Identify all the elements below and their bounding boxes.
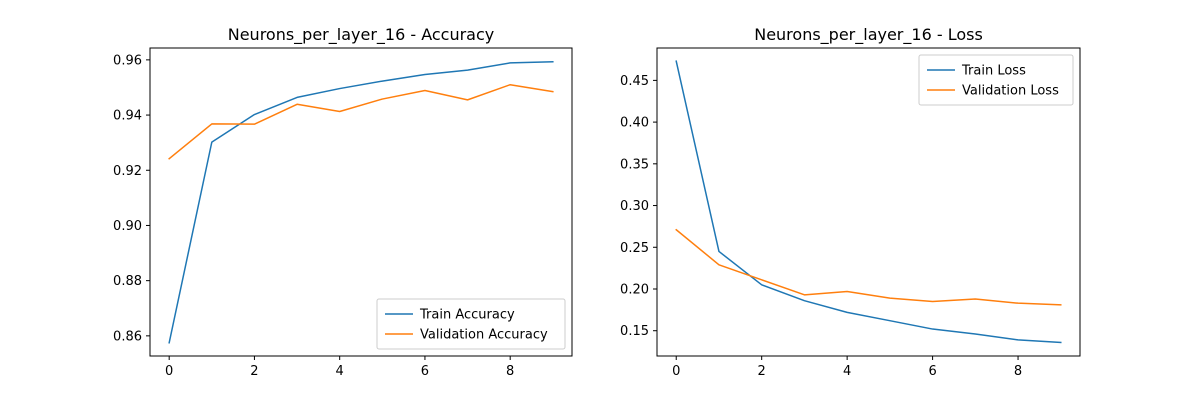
x-tick-label: 4 bbox=[336, 364, 344, 379]
chart-title: Neurons_per_layer_16 - Loss bbox=[754, 25, 983, 45]
legend-label: Train Accuracy bbox=[419, 308, 515, 323]
x-tick-label: 6 bbox=[421, 364, 429, 379]
legend: Train Loss Validation Loss bbox=[918, 54, 1074, 106]
x-tick-label: 0 bbox=[672, 364, 680, 379]
y-tick-label: 0.20 bbox=[620, 282, 649, 297]
axes-frame bbox=[149, 47, 573, 357]
series-line-train-accuracy bbox=[168, 61, 554, 344]
y-tick-label: 0.96 bbox=[113, 53, 142, 68]
x-tick-label: 4 bbox=[843, 364, 851, 379]
series-line-validation-loss bbox=[675, 228, 1062, 306]
x-tick-label: 2 bbox=[250, 364, 258, 379]
series-line-train-loss bbox=[675, 60, 1062, 344]
legend-label: Validation Loss bbox=[962, 84, 1059, 99]
x-tick-label: 6 bbox=[928, 364, 936, 379]
chart-title: Neurons_per_layer_16 - Accuracy bbox=[228, 25, 495, 45]
y-tick-label: 0.92 bbox=[113, 164, 142, 179]
chart-panel-1: Neurons_per_layer_16 - Accuracy 0 2 4 6 8 0.86… bbox=[113, 25, 573, 379]
y-tick-label: 0.88 bbox=[113, 274, 142, 289]
y-tick-label: 0.15 bbox=[620, 324, 649, 339]
series-line-validation-accuracy bbox=[168, 83, 554, 160]
legend-box bbox=[376, 298, 566, 350]
chart-panel-2: Neurons_per_layer_16 - Loss 0 2 4 6 8 0.15 0.20… bbox=[620, 25, 1081, 379]
x-tick-label: 8 bbox=[1014, 364, 1022, 379]
y-tick-label: 0.86 bbox=[113, 329, 142, 344]
y-tick-label: 0.40 bbox=[620, 116, 649, 131]
x-tick-label: 0 bbox=[165, 364, 173, 379]
legend-label: Validation Accuracy bbox=[420, 328, 548, 343]
y-tick-label: 0.30 bbox=[620, 199, 649, 214]
x-tick-label: 8 bbox=[506, 364, 514, 379]
legend: Train Accuracy Validation Accuracy bbox=[376, 298, 566, 350]
legend-box bbox=[918, 54, 1074, 106]
x-tick-label: 2 bbox=[758, 364, 766, 379]
y-tick-label: 0.90 bbox=[113, 219, 142, 234]
legend-label: Train Loss bbox=[961, 64, 1026, 79]
y-tick-label: 0.35 bbox=[620, 157, 649, 172]
y-tick-label: 0.25 bbox=[620, 241, 649, 256]
y-tick-label: 0.94 bbox=[113, 109, 142, 124]
axes-frame bbox=[656, 47, 1081, 357]
y-tick-label: 0.45 bbox=[620, 74, 649, 89]
